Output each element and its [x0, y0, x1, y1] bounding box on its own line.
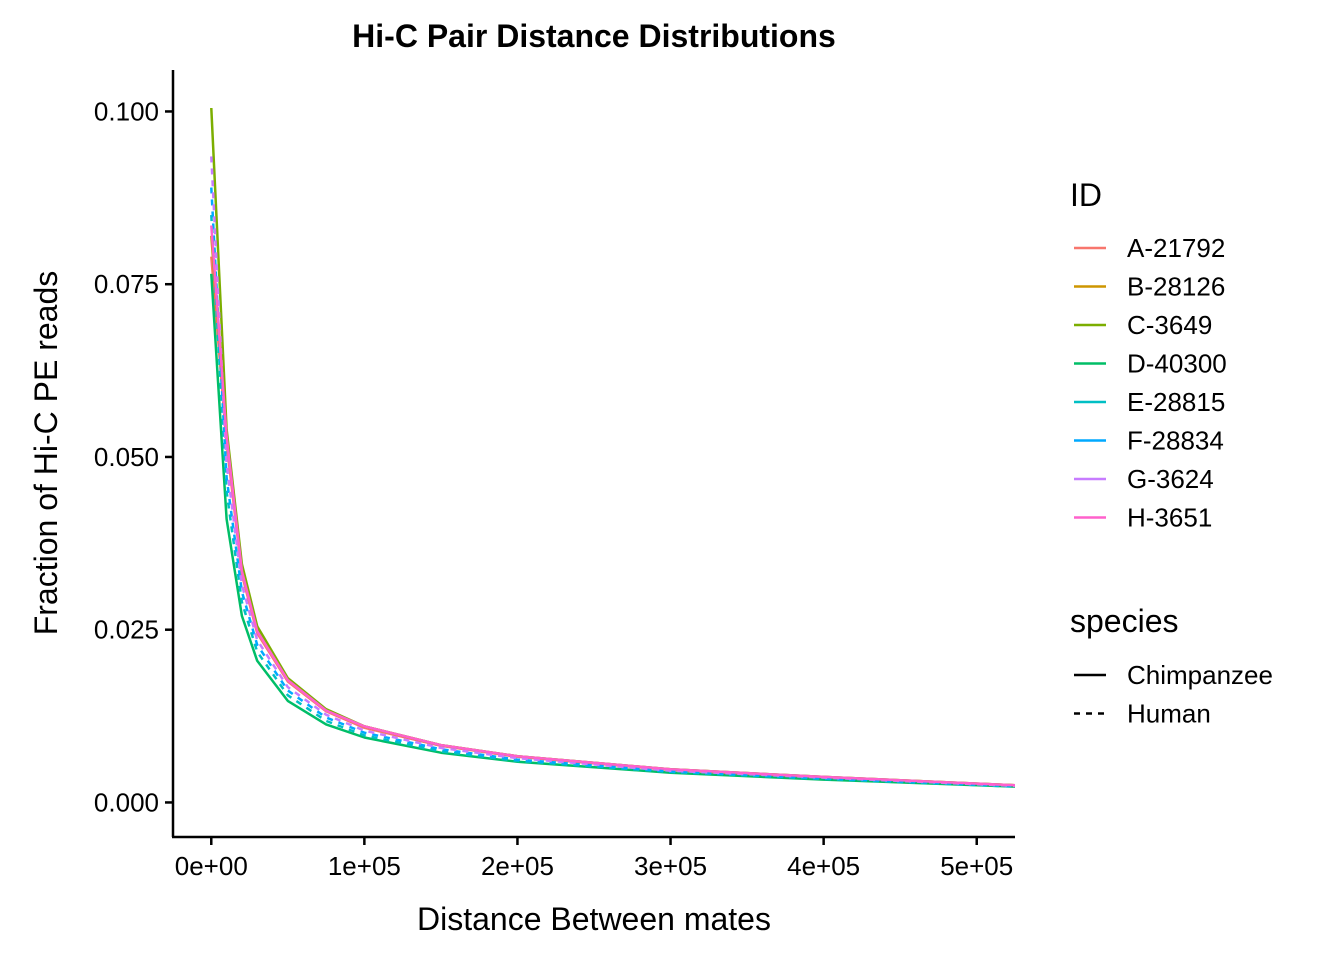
y-ticks: 0.000 0.025 0.050 0.075 0.100 [94, 96, 173, 817]
series-line-7 [210, 156, 1015, 788]
legend-label-G-3624: G-3624 [1127, 464, 1214, 494]
linetype-legend-entries: Chimpanzee Human [1074, 660, 1273, 729]
linetype-legend-title: species [1070, 603, 1179, 639]
color-legend-entries: A-21792 B-28126 C-3649 D-40300 E-28815 F-2883… [1074, 233, 1227, 533]
legend-label-F-28834: F-28834 [1127, 426, 1224, 456]
legend-label-H-3651: H-3651 [1127, 503, 1212, 533]
x-tick-label: 1e+05 [328, 851, 401, 881]
y-tick-label: 0.100 [94, 96, 159, 126]
legend-label-chimpanzee: Chimpanzee [1127, 660, 1273, 690]
x-axis-title: Distance Between mates [417, 901, 771, 937]
series-line-6 [210, 187, 1015, 788]
y-axis-title: Fraction of Hi-C PE reads [28, 271, 64, 636]
x-tick-label: 0e+00 [175, 851, 248, 881]
series-line-8 [210, 225, 1015, 787]
y-tick-label: 0.050 [94, 442, 159, 472]
y-tick-label: 0.075 [94, 269, 159, 299]
legend-label-E-28815: E-28815 [1127, 387, 1225, 417]
x-tick-label: 5e+05 [940, 851, 1013, 881]
y-tick-label: 0.025 [94, 615, 159, 645]
x-ticks: 0e+00 1e+05 2e+05 3e+05 4e+05 5e+05 [175, 837, 1013, 881]
x-tick-label: 4e+05 [787, 851, 860, 881]
legend-label-C-3649: C-3649 [1127, 310, 1212, 340]
y-tick-label: 0.000 [94, 787, 159, 817]
x-tick-label: 2e+05 [481, 851, 554, 881]
legend-label-D-40300: D-40300 [1127, 349, 1227, 379]
chart-title: Hi-C Pair Distance Distributions [352, 18, 836, 54]
legend-label-human: Human [1127, 699, 1211, 729]
legend: ID A-21792 B-28126 C-3649 D-40300 E-28815 F-2… [1070, 177, 1273, 729]
color-legend-title: ID [1070, 177, 1102, 213]
x-tick-label: 3e+05 [634, 851, 707, 881]
legend-label-A-21792: A-21792 [1127, 233, 1225, 263]
plot-series [210, 107, 1015, 788]
legend-label-B-28126: B-28126 [1127, 272, 1225, 302]
